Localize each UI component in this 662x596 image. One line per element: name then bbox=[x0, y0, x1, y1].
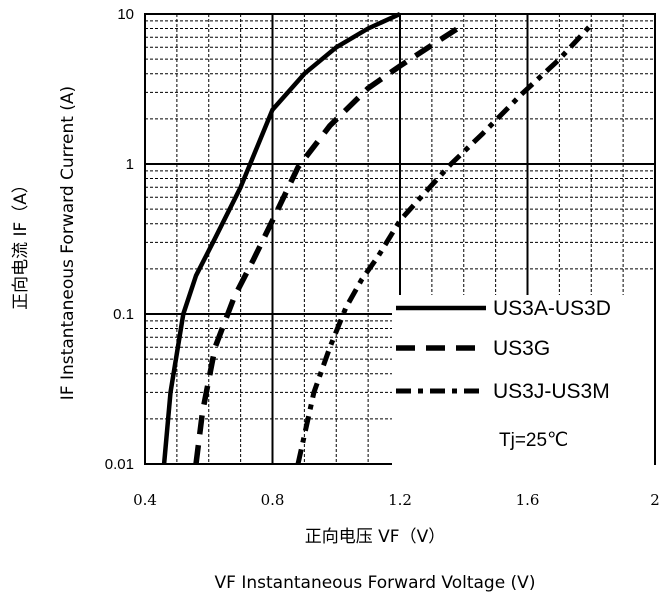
series-line-1 bbox=[161, 11, 401, 465]
x-axis-label-en: VF Instantaneous Forward Voltage (V) bbox=[215, 573, 536, 593]
legend-label-1: US3A-US3D bbox=[493, 297, 611, 320]
x-tick-label: 0.8 bbox=[261, 491, 285, 509]
y-tick-label: 0.1 bbox=[113, 306, 134, 323]
x-tick-label: 1.2 bbox=[388, 491, 412, 509]
legend: US3A-US3D US3G US3J-US3M Tj=25℃ bbox=[392, 295, 654, 470]
x-tick-label: 0.4 bbox=[133, 491, 157, 509]
y-tick-label: 10 bbox=[117, 6, 134, 23]
tick-labels: 0.4 0.8 1.2 1.6 2 0.01 0.1 1 10 bbox=[105, 6, 660, 509]
legend-label-3: US3J-US3M bbox=[493, 380, 610, 403]
curves bbox=[161, 11, 594, 465]
y-tick-label: 0.01 bbox=[105, 456, 134, 473]
y-axis-label-cn: 正向电流 IF（A） bbox=[11, 176, 31, 310]
x-tick-label: 1.6 bbox=[516, 491, 540, 509]
y-axis-label-en: IF Instantaneous Forward Current (A) bbox=[58, 86, 78, 400]
x-tick-label: 2 bbox=[650, 491, 660, 509]
temperature-annotation: Tj=25℃ bbox=[499, 430, 568, 451]
y-tick-label: 1 bbox=[126, 156, 134, 173]
x-axis-label-cn: 正向电压 VF（V） bbox=[305, 527, 445, 547]
series-line-2 bbox=[193, 22, 466, 465]
legend-label-2: US3G bbox=[493, 337, 550, 360]
legend-background bbox=[392, 295, 654, 470]
